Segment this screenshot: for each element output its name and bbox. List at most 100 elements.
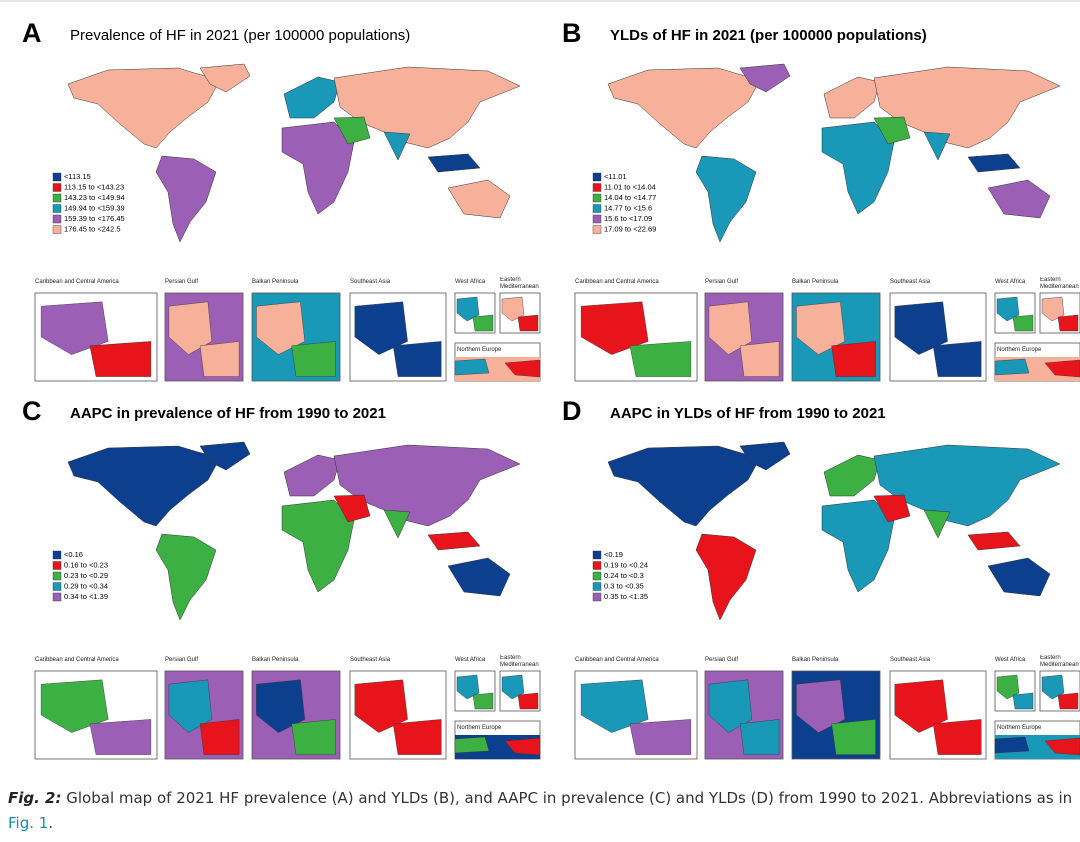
region — [281, 121, 355, 215]
inset-land — [1012, 314, 1034, 332]
inset-label: Caribbean and Central America — [35, 657, 119, 663]
legend-label: 0.29 to <0.34 — [64, 581, 108, 590]
inset-land — [40, 679, 109, 733]
legend-swatch — [592, 592, 602, 602]
inset-label: West Africa — [995, 657, 1026, 663]
inset-land — [504, 359, 541, 378]
inset-label: Caribbean and Central America — [35, 279, 119, 285]
legend-swatch — [52, 172, 62, 182]
legend-label: 0.23 to <0.29 — [64, 571, 108, 580]
inset-land — [894, 679, 948, 733]
inset-land — [354, 301, 408, 355]
legend-swatch — [592, 582, 602, 591]
inset-label: Southeast Asia — [890, 657, 931, 663]
region — [987, 557, 1051, 597]
inset-land — [392, 341, 442, 377]
inset-label: Northern Europe — [457, 725, 502, 731]
legend-label: 143.23 to <149.94 — [64, 193, 125, 202]
caption-text: Global map of 2021 HF prevalence (A) and… — [66, 789, 1073, 807]
legend-label: 15.6 to <17.09 — [604, 214, 652, 223]
inset-land — [629, 341, 692, 377]
inset-land — [1057, 692, 1079, 710]
region — [695, 533, 757, 621]
inset-land — [580, 679, 649, 733]
inset-land — [708, 301, 753, 355]
legend-swatch — [52, 582, 62, 591]
caption: Fig. 2: Global map of 2021 HF prevalence… — [8, 786, 1073, 836]
inset-label: Persian Gulf — [705, 279, 738, 285]
inset-label: Caribbean and Central America — [575, 279, 659, 285]
inset-land — [517, 692, 539, 710]
region — [67, 445, 221, 527]
inset-land — [472, 692, 494, 710]
caption-link[interactable]: Fig. 1 — [8, 814, 49, 832]
inset-label: Southeast Asia — [350, 657, 391, 663]
legend-label: <11.01 — [604, 172, 627, 181]
inset-label-box: Eastern Mediterranean — [500, 277, 539, 290]
caption-end: . — [48, 814, 54, 832]
world-map — [67, 441, 521, 621]
legend-swatch — [52, 561, 62, 570]
legend-swatch — [52, 183, 62, 192]
region — [607, 445, 761, 527]
inset-land — [1012, 692, 1034, 710]
legend-swatch — [592, 214, 602, 224]
region — [923, 131, 951, 161]
legend-label: 149.94 to <159.39 — [64, 203, 125, 212]
inset-land — [256, 679, 306, 733]
inset-label: Eastern Mediterranean — [1040, 277, 1079, 290]
legend-label: 0.3 to <0.35 — [604, 581, 644, 590]
inset-land — [1044, 359, 1080, 378]
legend-label: 17.09 to <22.69 — [604, 224, 656, 233]
legend-swatch — [592, 172, 602, 182]
legend-label: <113.15 — [64, 172, 91, 181]
legend-swatch — [52, 550, 62, 560]
region — [383, 131, 411, 161]
legend-swatch — [592, 183, 602, 192]
region — [821, 121, 895, 215]
legend-label: 14.77 to <15.6 — [604, 203, 652, 212]
legend-swatch — [52, 204, 62, 213]
region — [427, 531, 481, 551]
inset-land — [168, 679, 213, 733]
panel-letter: B — [562, 18, 582, 48]
inset-label-box: Eastern Mediterranean — [1040, 277, 1079, 290]
inset-land — [517, 314, 539, 332]
panel-title: Prevalence of HF in 2021 (per 100000 pop… — [70, 27, 410, 44]
legend-swatch — [592, 225, 602, 234]
inset-land — [354, 679, 408, 733]
inset-land — [629, 719, 692, 755]
region — [823, 454, 881, 497]
world-map — [607, 63, 1061, 243]
inset-land — [894, 301, 948, 355]
region — [739, 63, 791, 93]
legend-label: 14.04 to <14.77 — [604, 193, 656, 202]
panel-letter: D — [562, 396, 582, 426]
region — [199, 441, 251, 471]
region — [873, 116, 911, 145]
inset-land — [199, 341, 240, 377]
inset-land — [994, 736, 1030, 754]
region — [607, 67, 761, 149]
legend-swatch — [52, 571, 62, 581]
legend-swatch — [592, 550, 602, 560]
legend-swatch — [592, 571, 602, 581]
inset-label: Eastern Mediterranean — [500, 277, 539, 290]
region — [739, 441, 791, 471]
inset-land — [454, 736, 490, 754]
panel-title: AAPC in prevalence of HF from 1990 to 20… — [70, 405, 386, 422]
inset-land — [89, 719, 152, 755]
region — [67, 67, 221, 149]
legend-swatch — [592, 561, 602, 570]
legend-swatch — [592, 204, 602, 213]
inset-label: Eastern Mediterranean — [500, 655, 539, 668]
world-map — [67, 63, 521, 243]
caption-label: Fig. 2: — [8, 789, 62, 807]
panel-letter: C — [22, 396, 42, 426]
inset-land — [831, 341, 876, 377]
inset-label: West Africa — [455, 279, 486, 285]
panel-letter: A — [22, 18, 42, 48]
inset-label: Persian Gulf — [165, 657, 198, 663]
region — [923, 509, 951, 539]
